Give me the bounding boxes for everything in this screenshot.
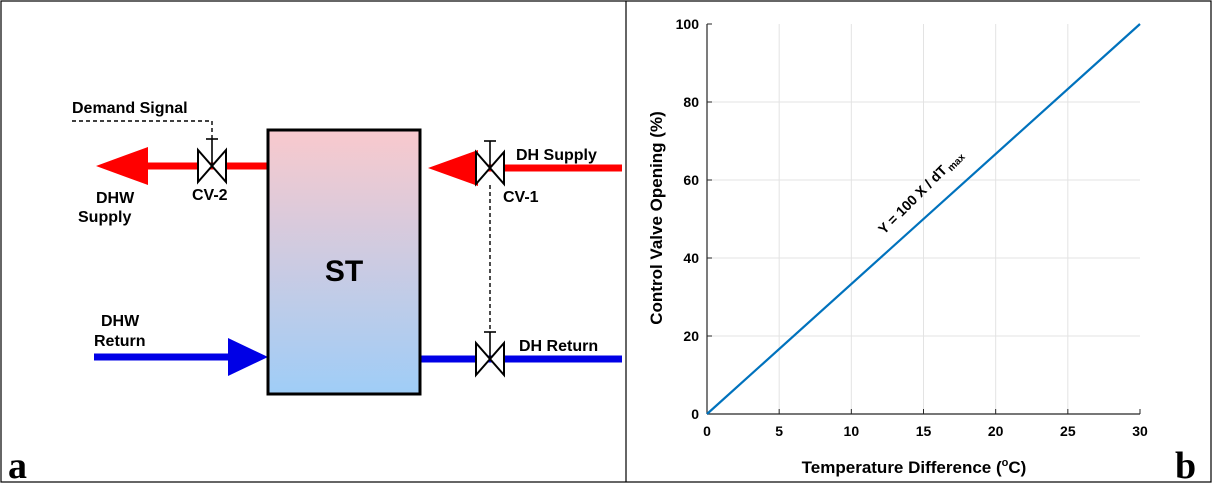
cv-2-label: CV-2 [192,187,228,204]
x-tick-label: 0 [703,423,711,439]
dh-supply-label: DH Supply [516,147,597,164]
chart-series [706,23,1141,415]
dhw-supply-label-line2: Supply [78,209,131,226]
cv-2-valve-icon [197,138,227,185]
y-tick-label: 20 [683,328,699,344]
panel-b-letter: b [1175,445,1196,483]
dhw-supply-arrowhead [96,147,148,185]
storage-tank [266,128,422,396]
y-axis-label: Control Valve Opening (%) [647,111,666,324]
y-tick-label: 0 [691,406,699,422]
y-tick-label: 100 [676,16,700,32]
dhw-return-label-line1: DHW [101,313,140,330]
panel-a-letter: a [8,445,27,483]
x-tick-label: 15 [916,423,932,439]
chart-ticks: 0 5 10 15 20 25 30 0 20 40 60 80 100 [676,16,1148,439]
x-tick-label: 5 [775,423,783,439]
x-tick-label: 25 [1060,423,1076,439]
x-tick-label: 10 [844,423,860,439]
x-tick-label: 20 [988,423,1004,439]
cv-1-label: CV-1 [503,189,539,206]
y-tick-label: 60 [683,172,699,188]
y-tick-label: 80 [683,94,699,110]
dhw-return-label-line2: Return [94,333,146,350]
demand-signal-label: Demand Signal [72,100,188,117]
dhw-supply-label-line1: DHW [96,190,135,207]
x-axis-label: Temperature Difference (oC) [802,457,1027,477]
panel-a-schematic: ST Demand Signal CV-2 CV-1 [8,100,622,483]
dhw-return-arrowhead [228,338,268,376]
dh-supply-arrowhead [428,150,478,186]
demand-signal-line [72,120,213,140]
cv-1-valve-icon [475,140,505,187]
series-line [706,23,1141,415]
tank-label: ST [325,255,363,288]
y-tick-label: 40 [683,250,699,266]
dh-return-label: DH Return [519,338,598,355]
chart-grid [707,24,1140,414]
x-tick-label: 30 [1132,423,1148,439]
dh-return-valve-icon [475,331,505,378]
